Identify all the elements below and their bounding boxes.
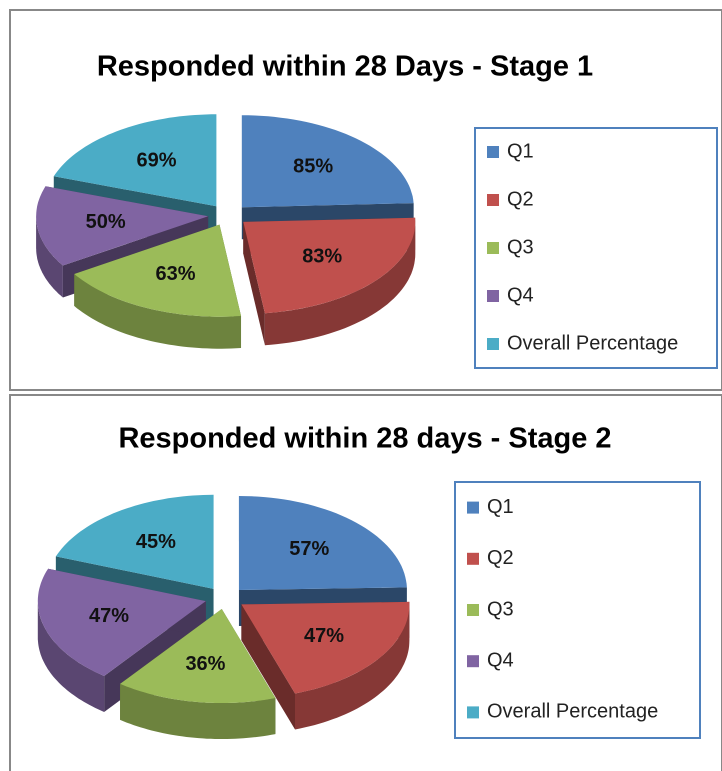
legend-label: Overall Percentage bbox=[487, 701, 658, 723]
slice-side bbox=[241, 604, 296, 730]
pie-slice bbox=[120, 609, 276, 739]
legend-label: Q4 bbox=[507, 284, 534, 306]
legend-label: Q1 bbox=[507, 140, 534, 162]
slice-top bbox=[53, 114, 217, 207]
chart-title: Responded within 28 Days - Stage 1 bbox=[97, 51, 593, 83]
legend-label: Q3 bbox=[487, 598, 514, 620]
legend-swatch bbox=[487, 338, 499, 350]
slice-top bbox=[120, 609, 276, 703]
legend-swatch bbox=[467, 604, 479, 616]
slice-wall bbox=[120, 683, 276, 739]
legend-swatch bbox=[467, 552, 479, 565]
legend-swatch bbox=[487, 146, 499, 158]
pie-slice bbox=[241, 601, 410, 730]
legend-swatch bbox=[487, 242, 499, 254]
legend-label: Q2 bbox=[487, 547, 514, 569]
legend-box bbox=[454, 481, 701, 739]
chart-title: Responded within 28 days - Stage 2 bbox=[118, 423, 611, 455]
slice-top bbox=[238, 496, 407, 590]
slice-top bbox=[37, 568, 206, 676]
chart-frame bbox=[9, 9, 722, 391]
data-label: 47% bbox=[89, 605, 129, 627]
legend-swatch bbox=[487, 290, 499, 302]
legend-label: Q4 bbox=[487, 649, 514, 671]
slice-top bbox=[74, 224, 241, 317]
slice-top bbox=[55, 494, 214, 589]
slice-wall bbox=[36, 216, 63, 298]
legend-label: Q3 bbox=[507, 236, 534, 258]
slice-wall bbox=[74, 274, 241, 349]
pie-slice bbox=[243, 217, 416, 346]
slice-top bbox=[241, 601, 410, 694]
slice-wall bbox=[295, 604, 410, 730]
slice-wall bbox=[37, 601, 105, 712]
slice-top bbox=[36, 186, 209, 266]
legend-label: Q2 bbox=[507, 188, 534, 210]
legend-swatch bbox=[467, 655, 479, 668]
pie-slice bbox=[74, 224, 242, 349]
data-label: 36% bbox=[185, 653, 225, 675]
data-label: 69% bbox=[136, 150, 176, 172]
chart-frame bbox=[9, 394, 722, 771]
data-label: 63% bbox=[156, 263, 196, 285]
data-label: 57% bbox=[289, 538, 329, 560]
legend-label: Overall Percentage bbox=[507, 332, 678, 354]
legend-swatch bbox=[487, 194, 499, 206]
slice-top bbox=[243, 217, 416, 314]
legend-label: Q1 bbox=[487, 496, 514, 518]
data-label: 85% bbox=[293, 156, 333, 178]
data-label: 50% bbox=[86, 211, 126, 233]
data-label: 83% bbox=[302, 246, 342, 268]
legend-swatch bbox=[467, 501, 479, 514]
data-label: 47% bbox=[304, 625, 344, 647]
legend-box bbox=[474, 127, 718, 369]
slice-wall bbox=[264, 221, 416, 346]
data-label: 45% bbox=[136, 531, 176, 553]
slice-side bbox=[243, 221, 265, 346]
legend-swatch bbox=[467, 706, 479, 719]
slice-top bbox=[241, 115, 414, 208]
